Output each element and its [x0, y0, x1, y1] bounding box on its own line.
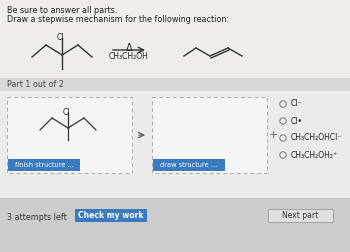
Text: CH₃CH₂OH₂⁺: CH₃CH₂OH₂⁺ — [291, 150, 338, 160]
Text: +: + — [268, 130, 278, 140]
Text: CH₃CH₂OHCl⁻: CH₃CH₂OHCl⁻ — [291, 134, 342, 142]
Text: 3 attempts left: 3 attempts left — [7, 212, 67, 222]
Text: Draw a stepwise mechanism for the following reaction:: Draw a stepwise mechanism for the follow… — [7, 15, 229, 24]
Text: Cl•: Cl• — [291, 116, 303, 125]
Text: Δ: Δ — [126, 43, 132, 53]
Text: Be sure to answer all parts.: Be sure to answer all parts. — [7, 6, 117, 15]
Bar — [0, 91, 350, 196]
FancyBboxPatch shape — [7, 97, 132, 173]
Bar — [0, 78, 350, 91]
Bar — [75, 209, 147, 222]
Text: Cl⁻: Cl⁻ — [291, 100, 302, 109]
Text: CH₃CH₂OH: CH₃CH₂OH — [109, 52, 149, 61]
Text: Part 1 out of 2: Part 1 out of 2 — [7, 80, 64, 89]
Bar — [8, 159, 80, 171]
Text: Check my work: Check my work — [78, 211, 144, 220]
Text: Cl: Cl — [56, 33, 64, 42]
Bar — [268, 209, 333, 222]
FancyBboxPatch shape — [152, 97, 267, 173]
Text: Cl: Cl — [62, 108, 70, 117]
Text: finish structure ...: finish structure ... — [15, 162, 74, 168]
Bar — [153, 159, 225, 171]
Text: Next part: Next part — [282, 211, 319, 220]
Text: draw structure ...: draw structure ... — [160, 162, 218, 168]
Bar — [0, 198, 350, 252]
